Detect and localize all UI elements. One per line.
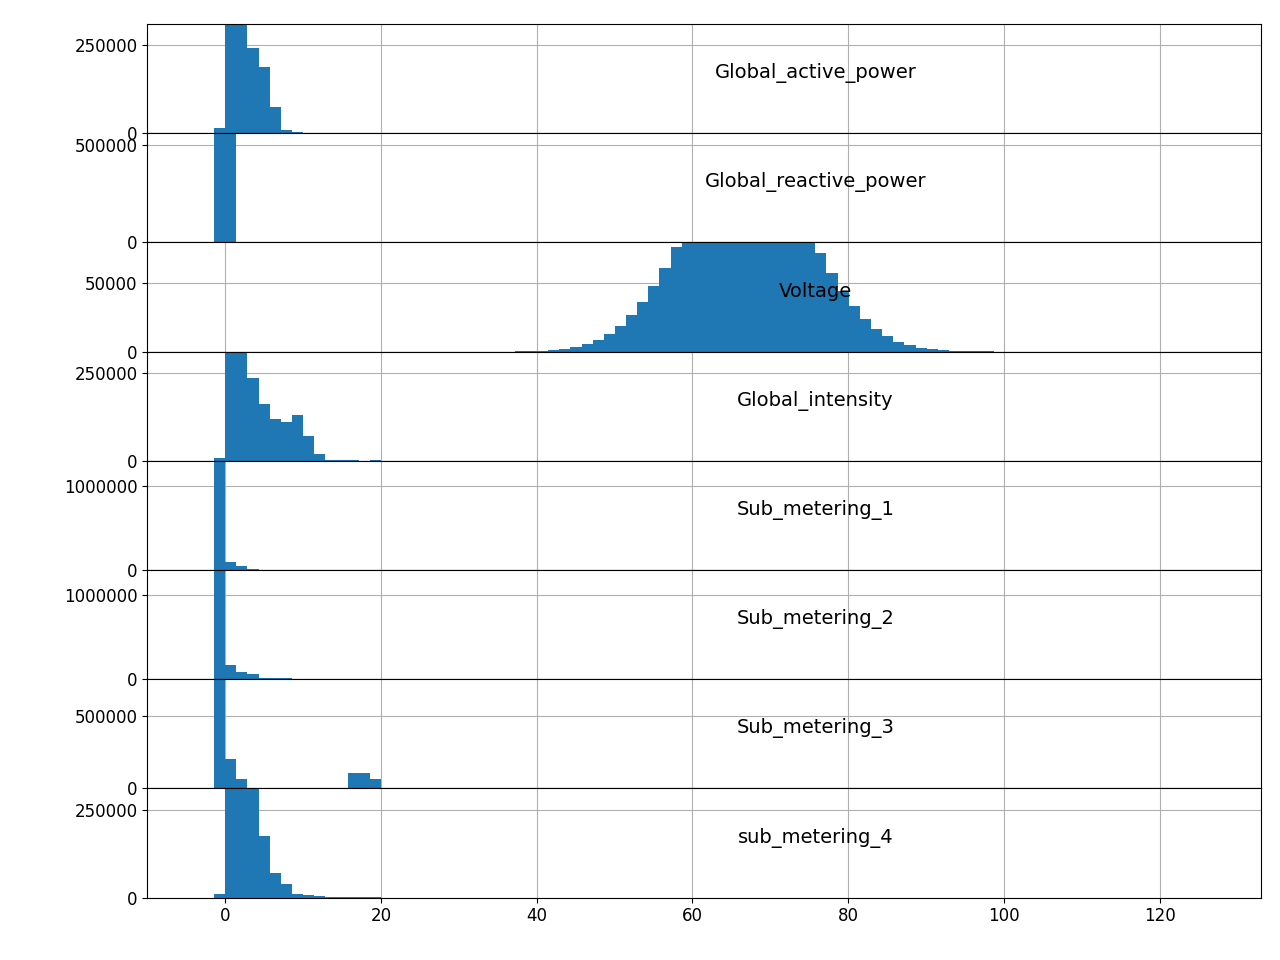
Bar — [214, 128, 225, 133]
Bar — [214, 538, 225, 680]
Bar — [614, 326, 626, 351]
Bar — [259, 404, 270, 461]
Bar — [348, 774, 358, 788]
Text: Global_active_power: Global_active_power — [714, 63, 916, 84]
Text: Sub_metering_3: Sub_metering_3 — [736, 718, 895, 738]
Bar — [737, 153, 749, 351]
Bar — [760, 160, 771, 351]
Bar — [860, 319, 872, 351]
Bar — [259, 836, 270, 898]
Bar — [358, 774, 370, 788]
Bar — [270, 420, 280, 461]
Bar — [882, 336, 893, 351]
Bar — [637, 302, 648, 351]
Text: sub_metering_4: sub_metering_4 — [737, 828, 893, 848]
Text: Sub_metering_2: Sub_metering_2 — [736, 610, 895, 629]
Bar — [214, 410, 225, 570]
Bar — [849, 306, 860, 351]
Bar — [626, 315, 637, 351]
Bar — [214, 594, 225, 788]
Bar — [749, 154, 760, 351]
Bar — [538, 350, 548, 351]
Bar — [870, 329, 882, 351]
Bar — [927, 349, 938, 351]
Bar — [559, 348, 571, 351]
Bar — [214, 27, 225, 242]
Bar — [225, 202, 237, 461]
Bar — [303, 896, 315, 898]
Bar — [659, 268, 671, 351]
Bar — [370, 780, 381, 788]
Bar — [938, 350, 948, 351]
Bar — [259, 66, 270, 133]
Text: Voltage: Voltage — [778, 282, 852, 301]
Bar — [225, 563, 237, 570]
Bar — [893, 342, 905, 351]
Bar — [581, 344, 593, 351]
Bar — [571, 347, 581, 351]
Bar — [671, 247, 682, 351]
Bar — [726, 158, 737, 351]
Bar — [259, 678, 270, 680]
Bar — [325, 460, 337, 461]
Bar — [704, 185, 716, 351]
Bar — [303, 436, 315, 461]
Bar — [214, 458, 225, 461]
Bar — [682, 226, 692, 351]
Bar — [716, 170, 726, 351]
Bar — [270, 873, 280, 898]
Bar — [247, 730, 259, 898]
Bar — [771, 173, 782, 351]
Bar — [815, 253, 827, 351]
Bar — [794, 210, 804, 351]
Text: Sub_metering_1: Sub_metering_1 — [736, 500, 895, 520]
Bar — [247, 674, 259, 680]
Bar — [692, 204, 704, 351]
Bar — [827, 274, 837, 351]
Bar — [292, 894, 303, 898]
Text: Global_reactive_power: Global_reactive_power — [704, 173, 927, 192]
Bar — [315, 454, 325, 461]
Bar — [225, 58, 237, 242]
Bar — [593, 340, 604, 351]
Bar — [237, 672, 247, 680]
Bar — [648, 286, 659, 351]
Bar — [804, 232, 815, 351]
Bar — [270, 678, 280, 680]
Bar — [237, 11, 247, 133]
Bar — [280, 422, 292, 461]
Bar — [292, 415, 303, 461]
Bar — [237, 566, 247, 570]
Bar — [214, 894, 225, 898]
Bar — [225, 665, 237, 680]
Bar — [280, 131, 292, 133]
Bar — [325, 897, 337, 898]
Bar — [247, 48, 259, 133]
Bar — [905, 346, 915, 351]
Text: Global_intensity: Global_intensity — [737, 391, 893, 411]
Bar — [225, 758, 237, 788]
Bar — [782, 190, 794, 351]
Bar — [604, 334, 614, 351]
Bar — [280, 884, 292, 898]
Bar — [837, 291, 849, 351]
Bar — [270, 108, 280, 133]
Bar — [237, 780, 247, 788]
Bar — [915, 348, 927, 351]
Bar — [237, 631, 247, 898]
Bar — [237, 300, 247, 461]
Bar — [548, 350, 559, 351]
Bar — [225, 0, 237, 133]
Bar — [315, 896, 325, 898]
Bar — [225, 725, 237, 898]
Bar — [247, 378, 259, 461]
